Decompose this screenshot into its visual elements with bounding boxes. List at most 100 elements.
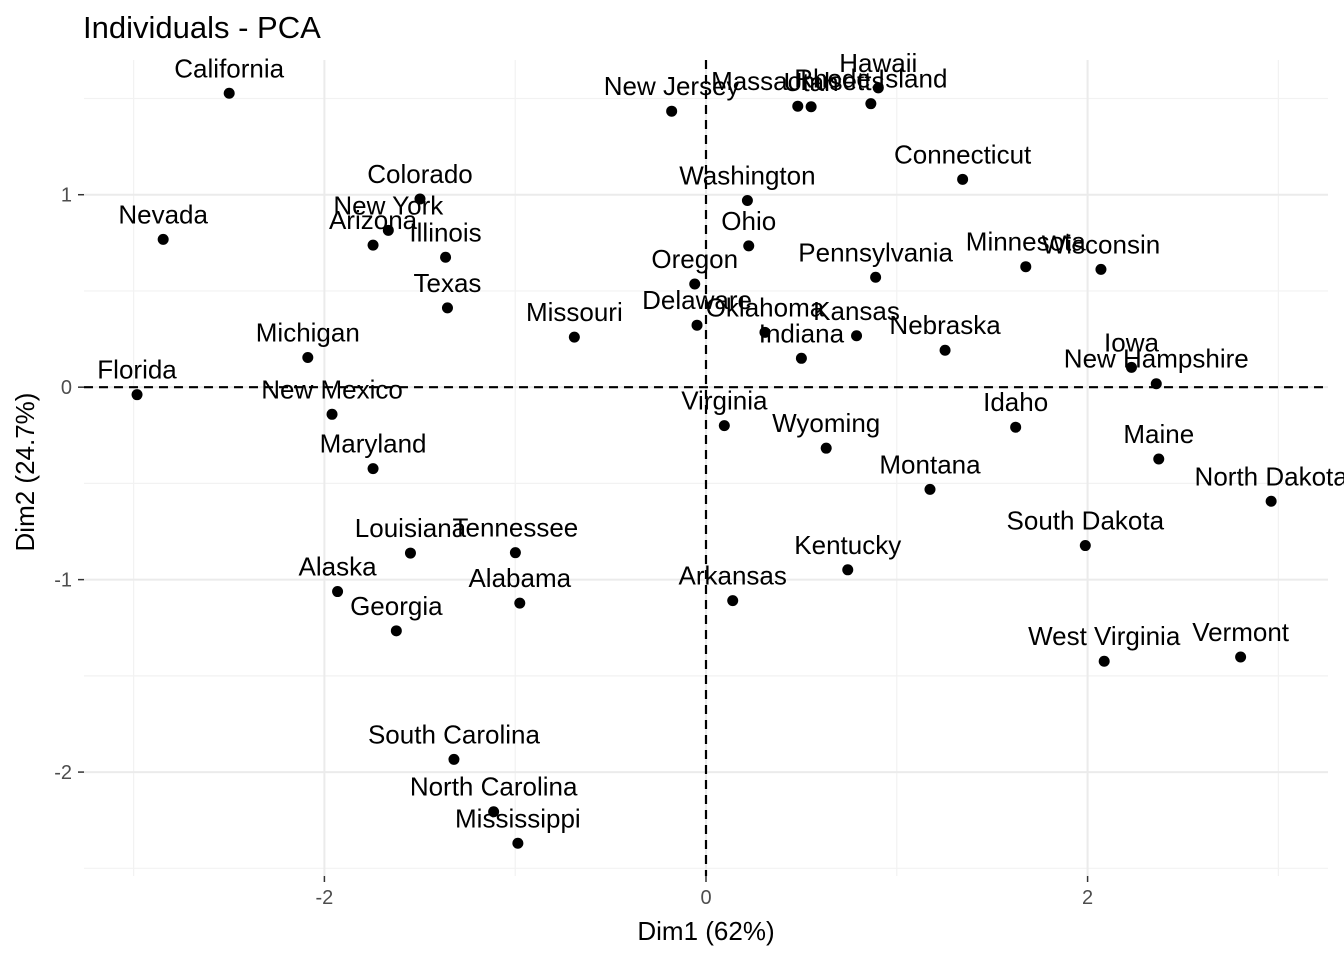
x-tick-label: -2 [316, 887, 334, 909]
data-point [1235, 651, 1247, 663]
x-tick-label: 0 [700, 887, 711, 909]
data-point [1020, 261, 1032, 273]
chart-title: Individuals - PCA [83, 10, 321, 45]
point-label: New Mexico [261, 374, 403, 404]
x-tick-label: 2 [1082, 887, 1093, 909]
point-label: Georgia [350, 591, 443, 621]
point-label: Wyoming [772, 408, 880, 438]
point-label: Michigan [256, 318, 360, 348]
data-point [957, 173, 969, 185]
point-label: Mississippi [455, 803, 581, 833]
point-label: Kentucky [794, 530, 901, 560]
point-label: Utah [784, 67, 839, 97]
data-point [488, 806, 500, 818]
data-point [795, 352, 807, 364]
point-label: Louisiana [355, 513, 467, 543]
data-point [1153, 453, 1165, 465]
point-label: Minnesota [966, 227, 1086, 257]
point-label: Wisconsin [1042, 229, 1160, 259]
y-axis-title: Dim2 (24.7%) [10, 393, 40, 552]
data-point [805, 101, 817, 113]
data-point [851, 330, 863, 342]
y-tick-label: 0 [61, 377, 72, 399]
data-point [759, 326, 771, 338]
point-label: Washington [679, 160, 815, 190]
point-label: Virginia [681, 386, 768, 416]
point-label: Pennsylvania [798, 237, 953, 267]
y-tick-label: 1 [61, 185, 72, 207]
data-point [441, 302, 453, 314]
data-point [131, 389, 143, 401]
x-axis-title: Dim1 (62%) [637, 916, 774, 946]
data-point [223, 87, 235, 99]
data-point [870, 271, 882, 283]
data-point [1010, 421, 1022, 433]
point-label: Maine [1123, 419, 1194, 449]
data-point [1150, 378, 1162, 390]
data-point [842, 564, 854, 576]
point-label: Montana [879, 449, 981, 479]
data-point [382, 224, 394, 236]
y-tick-label: -2 [54, 762, 72, 784]
data-point [718, 420, 730, 432]
data-point [302, 352, 314, 364]
data-point [1125, 361, 1137, 373]
data-point [332, 586, 344, 598]
point-label: New Jersey [604, 71, 740, 101]
point-label: Delaware [642, 285, 752, 315]
y-tick-label: -1 [54, 570, 72, 592]
point-label: South Carolina [368, 719, 541, 749]
point-label: Connecticut [894, 139, 1032, 169]
data-point [666, 105, 678, 117]
point-label: California [174, 53, 284, 83]
point-label: Iowa [1104, 327, 1159, 357]
point-label: Tennessee [453, 513, 579, 543]
data-point [689, 278, 701, 290]
point-label: Idaho [983, 387, 1048, 417]
point-label: New York [333, 190, 444, 220]
data-point [1265, 495, 1277, 507]
point-label: Rhode Island [794, 64, 947, 94]
point-label: Texas [414, 268, 482, 298]
data-point [820, 442, 832, 454]
point-label: Maryland [320, 429, 427, 459]
data-point [414, 193, 426, 205]
data-point [743, 240, 755, 252]
data-point [512, 837, 524, 849]
data-point [1079, 540, 1091, 552]
point-label: Alaska [299, 552, 378, 582]
data-point [1095, 263, 1107, 275]
point-label: Oregon [651, 244, 738, 274]
data-point [326, 408, 338, 420]
data-points [131, 82, 1277, 849]
point-label: North Carolina [410, 772, 578, 802]
data-point [367, 239, 379, 251]
data-point [440, 251, 452, 263]
data-point [367, 463, 379, 475]
data-point [939, 344, 951, 356]
data-point [509, 547, 521, 559]
point-label: Vermont [1192, 617, 1290, 647]
point-label: Oklahoma [706, 292, 825, 322]
point-label: Missouri [526, 297, 623, 327]
point-label: Nebraska [889, 310, 1001, 340]
data-point [448, 753, 460, 765]
reference-lines [84, 60, 1328, 876]
point-label: Arkansas [679, 561, 787, 591]
point-label: Alabama [468, 563, 571, 593]
data-point [691, 319, 703, 331]
data-point [514, 597, 526, 609]
point-label: Hawaii [839, 48, 917, 78]
point-label: South Dakota [1007, 506, 1165, 536]
data-point [157, 233, 169, 245]
point-label: Nevada [118, 199, 208, 229]
point-label: West Virginia [1028, 621, 1181, 651]
point-label: Indiana [759, 318, 845, 348]
data-point [924, 483, 936, 495]
point-label: Florida [97, 355, 177, 385]
data-point [792, 100, 804, 112]
data-point [1098, 655, 1110, 667]
axis-ticks: -2 0 2 -2 -1 0 1 [54, 185, 1093, 909]
point-label: Kansas [813, 296, 900, 326]
point-label: Arizona [329, 205, 418, 235]
